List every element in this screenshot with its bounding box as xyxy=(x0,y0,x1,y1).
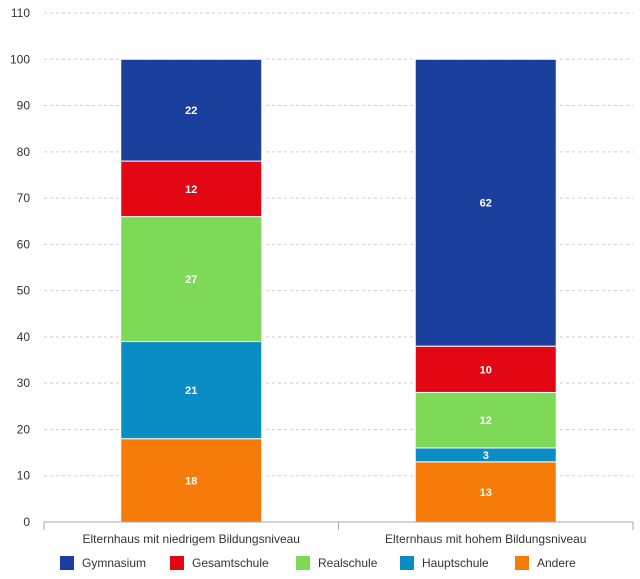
bar-segment-hauptschule xyxy=(120,341,263,440)
data-label: 21 xyxy=(185,385,197,397)
y-tick-label: 10 xyxy=(17,469,31,483)
x-category-label: Elternhaus mit niedrigem Bildungsniveau xyxy=(83,532,300,546)
data-label: 62 xyxy=(480,198,492,210)
data-label: 13 xyxy=(480,487,492,499)
y-tick-label: 20 xyxy=(17,422,31,436)
y-tick-label: 80 xyxy=(17,145,31,159)
data-label: 12 xyxy=(480,415,492,427)
legend-label: Gymnasium xyxy=(82,556,147,570)
y-axis-ticks: 0 10 20 30 40 50 60 70 80 90 100 110 xyxy=(10,6,30,529)
legend-item-hauptschule: Hauptschule xyxy=(400,556,489,570)
legend-label: Realschule xyxy=(318,556,378,570)
data-label: 22 xyxy=(185,105,197,117)
y-tick-label: 0 xyxy=(23,515,30,529)
data-label: 10 xyxy=(480,364,492,376)
legend-item-andere: Andere xyxy=(515,556,576,570)
legend-label: Hauptschule xyxy=(422,556,489,570)
bar-segment-gesamtschule xyxy=(120,160,263,218)
bar-segment-realschule xyxy=(120,216,263,343)
data-label: 12 xyxy=(185,184,197,196)
y-tick-label: 40 xyxy=(17,330,31,344)
legend-item-realschule: Realschule xyxy=(296,556,377,570)
y-tick-label: 50 xyxy=(17,284,31,298)
legend-item-gesamtschule: Gesamtschule xyxy=(170,556,269,570)
bar-segment-realschule xyxy=(414,391,557,449)
legend-swatch xyxy=(400,556,414,570)
legend: Gymnasium Gesamtschule Realschule Hauptschu… xyxy=(0,556,640,578)
legend-swatch xyxy=(296,556,310,570)
legend-item-gymnasium: Gymnasium xyxy=(60,556,146,570)
legend-label: Andere xyxy=(537,556,576,570)
data-labels: 18 21 27 12 22 13 3 12 10 62 xyxy=(185,105,492,499)
y-tick-label: 100 xyxy=(10,52,30,66)
bar-segment-andere xyxy=(414,461,557,523)
legend-swatch xyxy=(170,556,184,570)
legend-label: Gesamtschule xyxy=(192,556,269,570)
bars xyxy=(120,58,557,523)
legend-swatch xyxy=(60,556,74,570)
y-tick-label: 110 xyxy=(11,6,30,20)
y-tick-label: 70 xyxy=(17,191,31,205)
y-tick-label: 90 xyxy=(17,99,31,113)
bar-segment-gesamtschule xyxy=(414,345,557,393)
bar-segment-gymnasium xyxy=(120,58,263,162)
y-tick-label: 30 xyxy=(17,376,31,390)
legend-swatch xyxy=(515,556,529,570)
data-label: 27 xyxy=(185,274,197,286)
bar-segment-gymnasium xyxy=(414,58,557,347)
x-category-label: Elternhaus mit hohem Bildungsniveau xyxy=(385,532,586,546)
data-label: 3 xyxy=(483,450,489,462)
data-label: 18 xyxy=(185,475,197,487)
x-axis: Elternhaus mit niedrigem Bildungsniveau E… xyxy=(43,521,634,546)
y-tick-label: 60 xyxy=(17,237,31,251)
